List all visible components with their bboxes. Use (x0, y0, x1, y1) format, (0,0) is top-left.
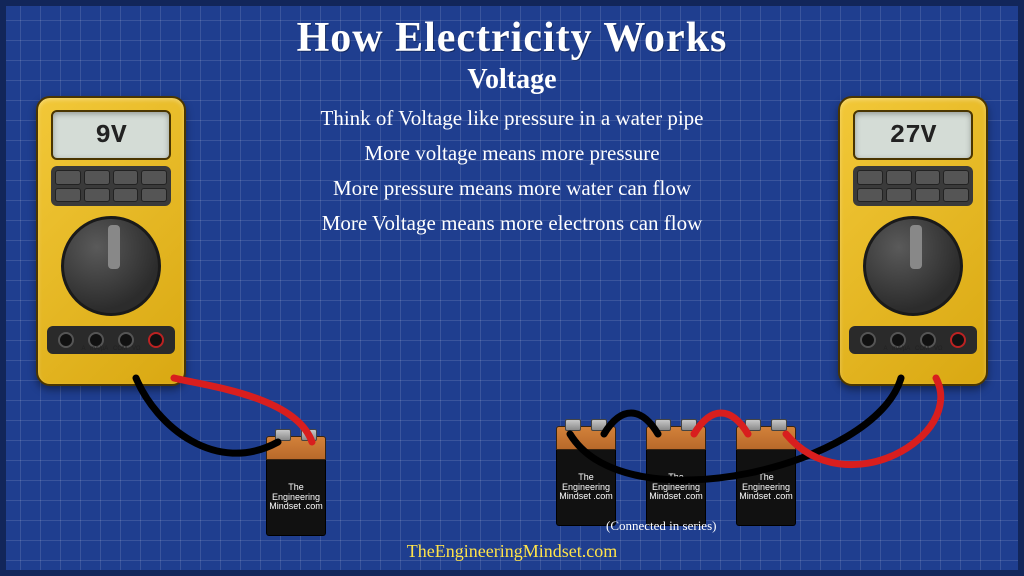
series-note: (Connected in series) (606, 518, 716, 534)
multimeter-left: 9V A mA/µA COM VΩ (36, 96, 186, 386)
multimeter-right-screen: 27V (853, 110, 973, 160)
page-title: How Electricity Works (6, 14, 1018, 62)
battery-series-1: The Engineering Mindset .com (556, 426, 616, 526)
battery-label: The Engineering Mindset .com (737, 473, 795, 503)
multimeter-left-dial (61, 216, 161, 316)
battery-series-2: The Engineering Mindset .com (646, 426, 706, 526)
multimeter-left-screen: 9V (51, 110, 171, 160)
wire-left-red (174, 378, 312, 442)
multimeter-right: 27V A mA/µA COM VΩ (838, 96, 988, 386)
footer-credit: TheEngineeringMindset.com (6, 541, 1018, 562)
battery-label: The Engineering Mindset .com (267, 483, 325, 513)
multimeter-left-buttons (51, 166, 171, 206)
multimeter-right-buttons (853, 166, 973, 206)
wire-left-black (136, 378, 278, 453)
battery-single: The Engineering Mindset .com (266, 436, 326, 536)
wire-right-red (786, 378, 941, 465)
battery-label: The Engineering Mindset .com (647, 473, 705, 503)
battery-label: The Engineering Mindset .com (557, 473, 615, 503)
battery-series-3: The Engineering Mindset .com (736, 426, 796, 526)
page-subtitle: Voltage (6, 64, 1018, 96)
multimeter-right-dial (863, 216, 963, 316)
